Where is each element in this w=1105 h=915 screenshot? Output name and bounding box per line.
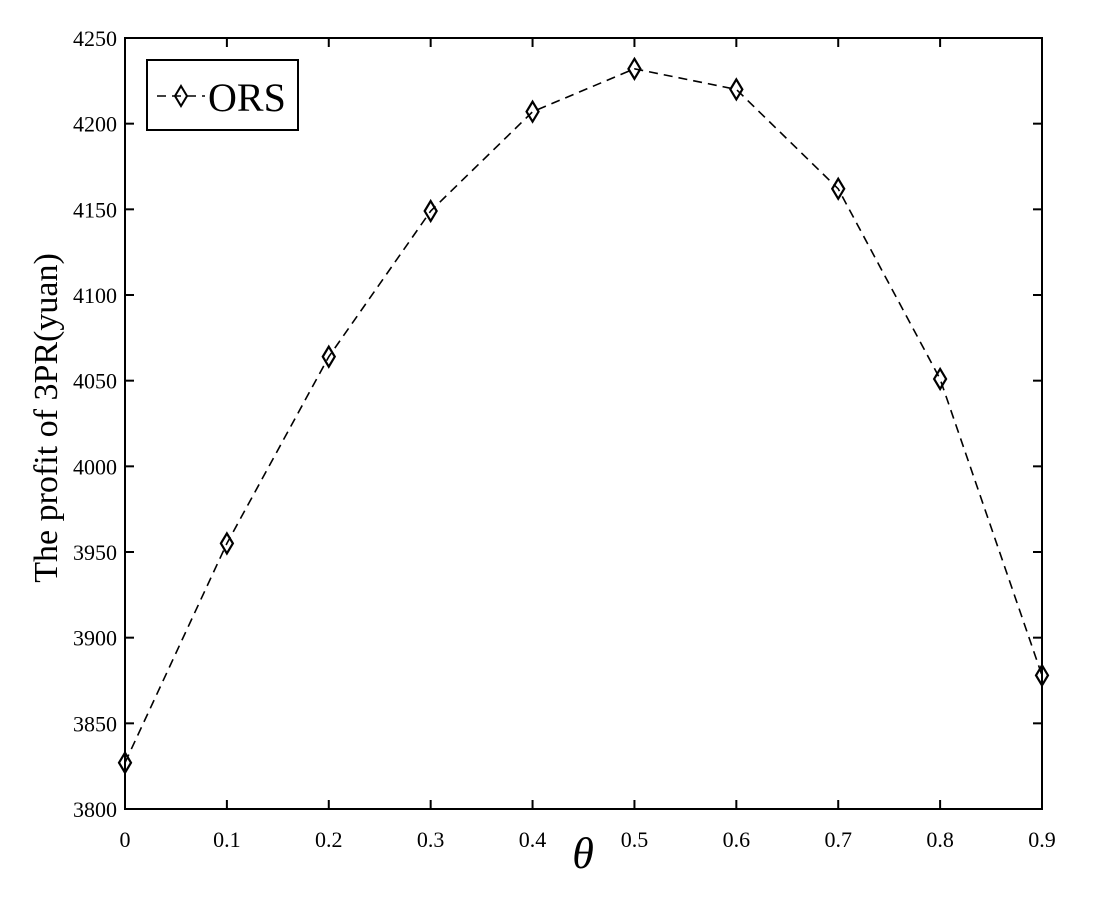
y-tick-label: 4050 <box>73 369 117 394</box>
data-point-marker <box>830 176 846 201</box>
data-point-marker <box>525 99 540 124</box>
x-tick-label: 0 <box>120 827 131 852</box>
legend-label-ors: ORS <box>208 75 286 120</box>
data-point-marker <box>321 344 337 369</box>
x-axis-title: θ <box>572 829 594 878</box>
y-tick-label: 4250 <box>73 26 117 51</box>
y-tick-label: 4200 <box>73 112 117 137</box>
x-tick-label: 0.6 <box>723 827 751 852</box>
y-tick-label: 4100 <box>73 283 117 308</box>
data-point-marker <box>1034 663 1050 688</box>
y-tick-label: 3850 <box>73 711 117 736</box>
data-point-marker <box>932 366 948 392</box>
x-tick-label: 0.1 <box>213 827 241 852</box>
x-tick-label: 0.3 <box>417 827 445 852</box>
y-tick-label: 3900 <box>73 626 117 651</box>
y-axis-title: The profit of 3PR(yuan) <box>28 253 65 583</box>
data-point-marker <box>627 56 642 81</box>
series-line-ors <box>124 67 1043 764</box>
legend-diamond-marker <box>173 84 189 108</box>
data-point-marker <box>117 750 133 775</box>
legend: ORS <box>146 59 299 131</box>
x-axis: 0 0.1 0.2 0.3 0.4 0.5 0.6 0.7 0.8 0.9 <box>120 38 1056 852</box>
data-point-marker <box>729 77 744 102</box>
data-point-marker <box>423 198 438 224</box>
x-tick-label: 0.4 <box>519 827 547 852</box>
y-tick-label: 4150 <box>73 197 117 222</box>
x-tick-label: 0.5 <box>621 827 649 852</box>
legend-box <box>146 59 299 131</box>
x-tick-label: 0.2 <box>315 827 343 852</box>
x-tick-label: 0.9 <box>1028 827 1056 852</box>
y-tick-label: 3950 <box>73 540 117 565</box>
data-point-marker <box>219 531 235 556</box>
y-axis: 3800 3850 3900 3950 4000 4050 4100 4150 4200 4250 <box>73 26 1042 822</box>
x-tick-label: 0.8 <box>926 827 954 852</box>
x-tick-label: 0.7 <box>824 827 852 852</box>
y-tick-label: 3800 <box>73 797 117 822</box>
y-tick-label: 4000 <box>73 454 117 479</box>
series-markers-ors <box>117 56 1050 775</box>
plot-area <box>124 37 1043 810</box>
